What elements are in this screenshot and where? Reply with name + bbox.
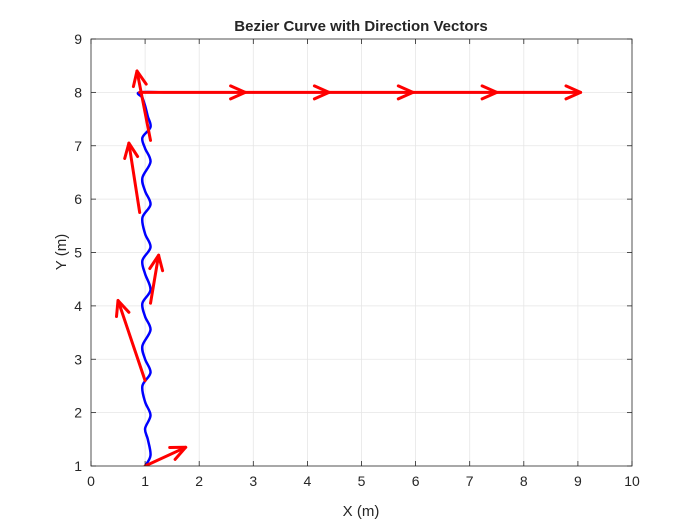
direction-vector-arrow — [115, 299, 147, 383]
y-tick-label: 1 — [74, 458, 82, 474]
x-tick-label: 8 — [520, 473, 528, 489]
vector-arrowhead — [131, 69, 148, 89]
vector-arrowhead — [123, 141, 140, 160]
direction-vector-arrow — [495, 84, 583, 101]
x-tick-label: 4 — [304, 473, 312, 489]
chart-title: Bezier Curve with Direction Vectors — [234, 18, 487, 35]
vector-shaft — [135, 69, 153, 142]
y-tick-label: 9 — [74, 31, 82, 47]
vector-arrowhead — [168, 445, 188, 461]
y-tick-label: 2 — [74, 405, 82, 421]
x-tick-label: 5 — [358, 473, 366, 489]
y-tick-label: 5 — [74, 245, 82, 261]
vector-shaft — [116, 299, 147, 383]
direction-vector-arrow — [131, 69, 153, 142]
x-tick-label: 7 — [466, 473, 474, 489]
x-tick-label: 6 — [412, 473, 420, 489]
y-tick-label: 3 — [74, 351, 82, 367]
x-tick-label: 2 — [195, 473, 203, 489]
y-tick-label: 8 — [74, 84, 82, 100]
x-tick-label: 3 — [249, 473, 257, 489]
vector-shaft — [127, 141, 142, 214]
direction-vector-arrow — [123, 141, 142, 214]
vector-arrowhead — [115, 299, 131, 318]
x-tick-label: 1 — [141, 473, 149, 489]
direction-vector-arrow — [148, 253, 165, 305]
vector-shaft — [149, 253, 161, 305]
x-axis-label: X (m) — [343, 503, 380, 520]
vector-arrowhead — [148, 253, 165, 273]
y-axis-label: Y (m) — [53, 234, 70, 270]
x-tick-label: 10 — [624, 473, 640, 489]
data-layer — [115, 69, 583, 466]
y-tick-label: 6 — [74, 191, 82, 207]
y-tick-label: 7 — [74, 138, 82, 154]
direction-vector-arrow — [143, 445, 188, 466]
x-tick-label: 0 — [87, 473, 95, 489]
y-tick-label: 4 — [74, 298, 82, 314]
vector-shaft — [143, 445, 188, 466]
vector-arrowhead — [564, 84, 583, 101]
x-tick-label: 9 — [574, 473, 582, 489]
